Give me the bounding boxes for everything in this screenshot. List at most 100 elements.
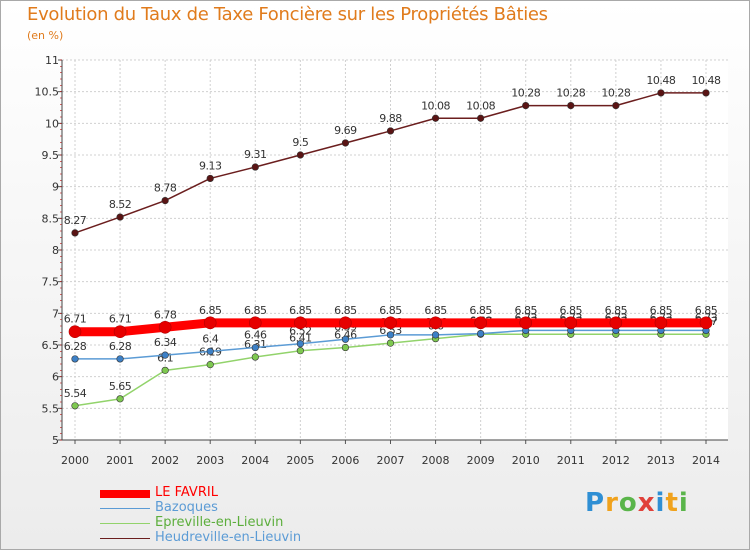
data-point-bazoques (296, 340, 304, 348)
x-tick-label: 2009 (467, 454, 495, 467)
data-label-le-favril: 6.78 (154, 308, 177, 321)
data-label-le-favril: 6.85 (424, 304, 447, 317)
data-point-heudreville-en-lieuvin (431, 114, 440, 122)
x-tick-label: 2004 (241, 454, 269, 467)
y-tick-label: 10.5 (35, 86, 60, 99)
x-tick-label: 2007 (377, 454, 405, 467)
legend-swatch-le-favril (100, 490, 150, 498)
data-point-epreville-en-lieuvin (116, 395, 124, 403)
data-point-le-favril (158, 320, 172, 334)
x-tick-label: 2001 (106, 454, 134, 467)
x-tick-label: 2011 (557, 454, 585, 467)
data-point-heudreville-en-lieuvin (341, 139, 350, 147)
data-label-heudreville-en-lieuvin: 10.28 (556, 87, 585, 100)
y-tick-label: 8 (52, 244, 59, 257)
data-point-le-favril (564, 316, 578, 330)
data-label-heudreville-en-lieuvin: 9.5 (292, 136, 308, 149)
x-tick-label: 2012 (602, 454, 630, 467)
data-point-heudreville-en-lieuvin (161, 197, 169, 205)
data-point-le-favril (654, 316, 668, 330)
logo-letter: P (585, 488, 606, 518)
data-label-le-favril: 6.85 (199, 304, 222, 317)
data-label-bazoques: 6.52 (289, 325, 312, 338)
data-point-heudreville-en-lieuvin (71, 229, 79, 237)
data-label-epreville-en-lieuvin: 5.65 (109, 380, 132, 393)
data-point-le-favril (384, 316, 397, 330)
data-label-le-favril: 6.85 (244, 304, 267, 317)
x-tick-label: 2003 (196, 454, 224, 467)
x-tick-label: 2005 (286, 454, 314, 467)
legend-label-epreville: Epreville-en-Lieuvin (155, 515, 284, 530)
data-label-heudreville-en-lieuvin: 9.88 (379, 112, 402, 125)
data-point-bazoques (161, 351, 169, 359)
data-point-bazoques (71, 355, 79, 363)
legend-label-le-favril: LE FAVRIL (155, 485, 218, 500)
logo-letter: i (655, 488, 666, 518)
data-point-bazoques (116, 355, 124, 363)
logo-letter: t (665, 488, 679, 518)
y-tick-label: 11 (45, 54, 59, 67)
data-label-bazoques: 6.28 (64, 340, 87, 353)
data-point-le-favril (294, 316, 307, 330)
data-label-bazoques: 6.28 (109, 340, 132, 353)
data-point-epreville-en-lieuvin (296, 347, 304, 355)
legend-swatch-heudreville (100, 538, 150, 539)
data-point-le-favril (203, 316, 217, 330)
data-point-le-favril (339, 316, 352, 330)
chart-unit: (en %) (27, 29, 64, 42)
y-tick-label: 6 (52, 371, 59, 384)
data-point-heudreville-en-lieuvin (296, 151, 304, 159)
data-point-heudreville-en-lieuvin (206, 174, 214, 183)
data-point-epreville-en-lieuvin (251, 353, 259, 361)
data-label-heudreville-en-lieuvin: 10.48 (692, 74, 721, 87)
x-tick-label: 2014 (692, 454, 720, 467)
y-tick-label: 9.5 (42, 149, 60, 162)
x-tick-label: 2000 (61, 454, 89, 467)
data-label-le-favril: 6.85 (605, 304, 628, 317)
data-point-heudreville-en-lieuvin (116, 213, 124, 221)
data-label-le-favril: 6.85 (650, 304, 673, 317)
y-tick-label: 8.5 (42, 212, 60, 225)
data-label-le-favril: 6.85 (695, 304, 718, 317)
x-tick-label: 2002 (151, 454, 179, 467)
data-label-le-favril: 6.85 (289, 304, 312, 317)
data-point-le-favril (429, 316, 442, 330)
data-label-heudreville-en-lieuvin: 10.28 (601, 87, 630, 100)
data-label-le-favril: 6.85 (469, 304, 492, 317)
x-tick-label: 2006 (331, 454, 359, 467)
logo-letter: x (637, 488, 656, 518)
data-label-epreville-en-lieuvin: 6.53 (379, 324, 402, 337)
data-point-bazoques (341, 335, 350, 343)
data-label-le-favril: 6.85 (334, 304, 357, 317)
logo-letter: i (678, 488, 689, 518)
legend-swatch-epreville (100, 523, 150, 524)
x-tick-label: 2013 (647, 454, 675, 467)
data-point-epreville-en-lieuvin (341, 343, 350, 352)
data-point-heudreville-en-lieuvin (477, 114, 485, 122)
data-point-le-favril (248, 316, 262, 330)
data-point-bazoques (251, 343, 259, 352)
data-label-heudreville-en-lieuvin: 10.28 (511, 87, 540, 100)
data-point-le-favril (113, 325, 127, 339)
y-tick-label: 10 (45, 117, 59, 130)
x-tick-label: 2008 (422, 454, 450, 467)
data-point-heudreville-en-lieuvin (522, 101, 530, 110)
data-point-le-favril (519, 316, 533, 330)
data-point-bazoques (477, 330, 485, 338)
y-tick-label: 7.5 (42, 276, 60, 289)
data-point-heudreville-en-lieuvin (567, 101, 575, 110)
data-label-heudreville-en-lieuvin: 10.08 (466, 99, 495, 112)
data-point-heudreville-en-lieuvin (251, 163, 259, 171)
y-tick-label: 9 (52, 181, 59, 194)
legend-swatch-bazoques (100, 508, 150, 509)
data-label-le-favril: 6.85 (514, 304, 537, 317)
data-point-epreville-en-lieuvin (386, 339, 395, 347)
data-label-heudreville-en-lieuvin: 9.31 (244, 148, 267, 161)
data-point-epreville-en-lieuvin (161, 366, 169, 374)
data-label-heudreville-en-lieuvin: 9.69 (334, 124, 357, 137)
data-label-heudreville-en-lieuvin: 8.78 (154, 182, 177, 195)
proxiti-logo: Proxiti (585, 488, 689, 518)
x-tick-label: 2010 (512, 454, 540, 467)
legend-label-heudreville: Heudreville-en-Lieuvin (155, 530, 302, 545)
data-label-epreville-en-lieuvin: 6.41 (289, 332, 312, 345)
